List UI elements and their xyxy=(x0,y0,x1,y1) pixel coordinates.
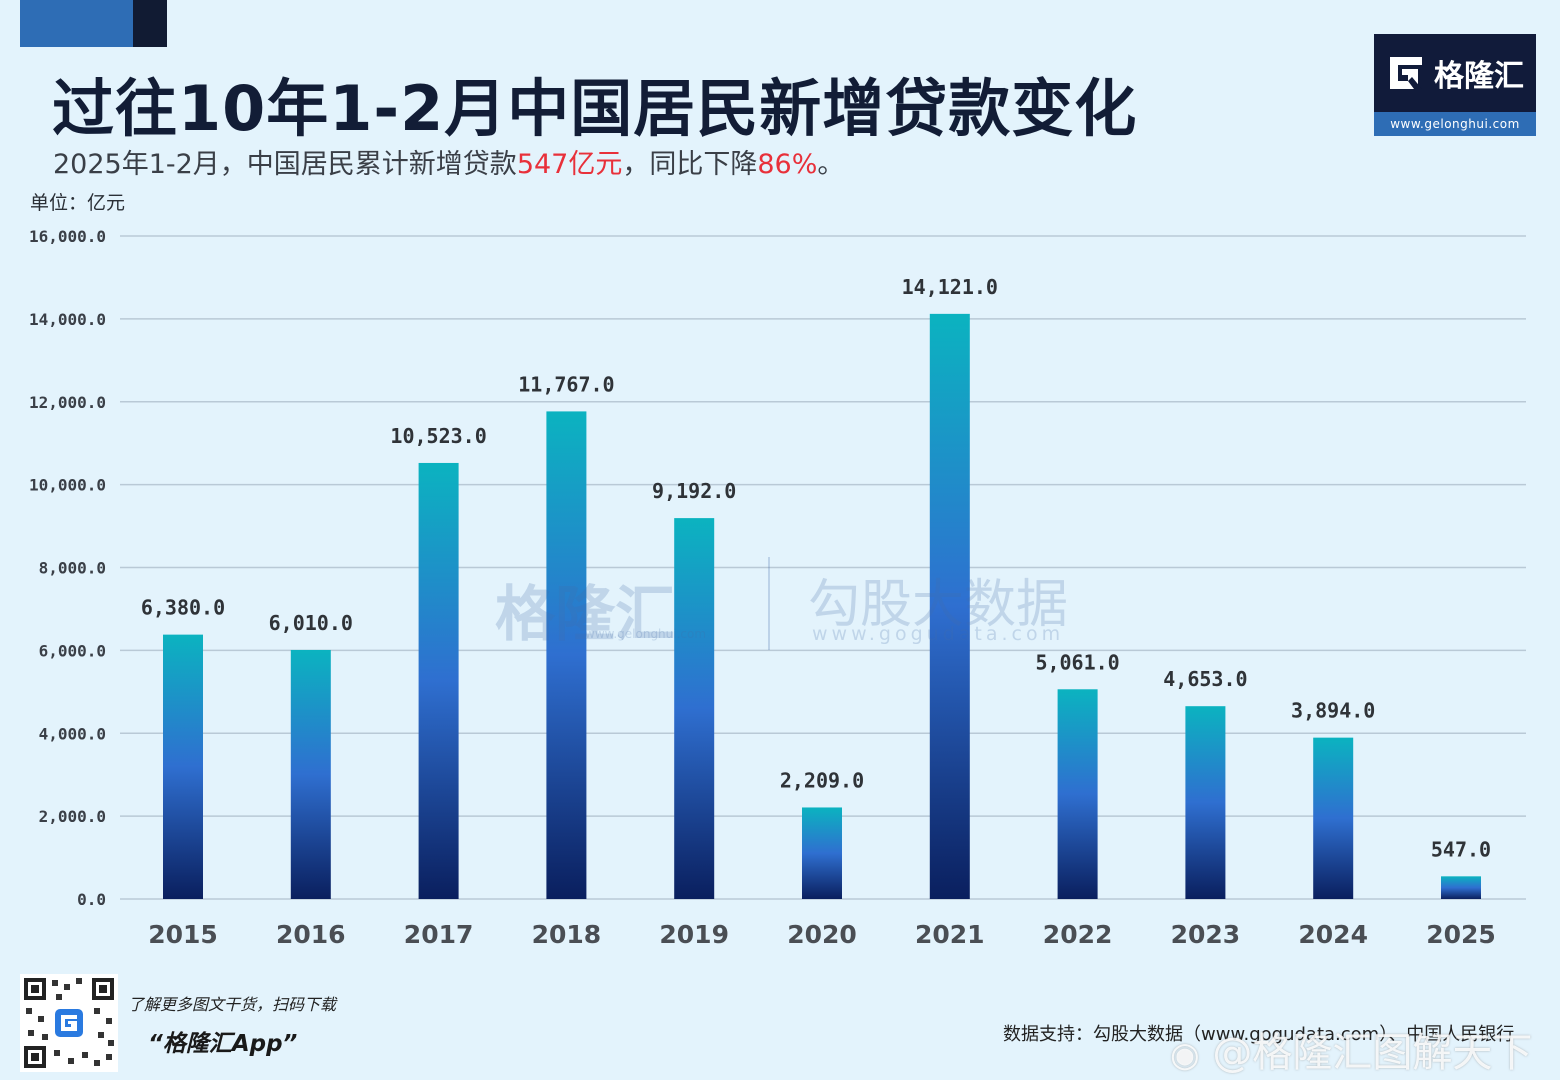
g-logo-icon xyxy=(1386,53,1426,93)
subtitle-highlight-percent: 86% xyxy=(757,149,818,180)
header-decor-blue xyxy=(20,0,133,47)
y-tick-label: 10,000.0 xyxy=(29,476,106,495)
x-tick-label: 2018 xyxy=(532,920,602,949)
y-tick-label: 0.0 xyxy=(77,890,106,909)
data-source: 数据支持：勾股大数据（www.gogudata.com）、中国人民银行 xyxy=(1003,1024,1515,1045)
x-tick-label: 2025 xyxy=(1426,920,1496,949)
y-tick-label: 14,000.0 xyxy=(29,310,106,329)
bar-2023 xyxy=(1185,706,1226,899)
footer-app-name: “格隆汇App” xyxy=(148,1031,298,1057)
y-tick-label: 8,000.0 xyxy=(39,559,106,578)
x-axis-ticks: 2015 2016 2017 2018 2019 2020 2021 2022 2023 2024… xyxy=(148,920,1496,949)
x-tick-label: 2021 xyxy=(915,920,985,949)
bar-2018 xyxy=(546,411,587,899)
grid-lines xyxy=(120,235,1526,900)
x-tick-label: 2024 xyxy=(1298,920,1368,949)
bars xyxy=(163,313,1481,899)
logo-top: 格隆汇 xyxy=(1374,34,1536,112)
data-label: 10,523.0 xyxy=(390,424,486,448)
watermark-brand1-url: www.gelonghui.com xyxy=(585,627,707,641)
data-labels: 6,380.0 6,010.0 10,523.0 11,767.0 9,192.0 2,2… xyxy=(141,275,1491,861)
footer-promo-text: 了解更多图文干货，扫码下载 xyxy=(128,995,337,1014)
data-label: 6,010.0 xyxy=(269,611,353,635)
bar-2016 xyxy=(290,649,331,899)
bar-2020 xyxy=(802,807,842,899)
subtitle-highlight-amount: 547亿元 xyxy=(516,149,623,180)
header-decor-dark xyxy=(133,0,167,47)
bar-2022 xyxy=(1057,689,1098,899)
bar-2019 xyxy=(674,518,715,899)
y-tick-label: 12,000.0 xyxy=(29,393,106,412)
x-tick-label: 2017 xyxy=(404,920,474,949)
logo-url: www.gelonghui.com xyxy=(1374,112,1536,136)
data-label: 4,653.0 xyxy=(1163,667,1247,691)
logo-name: 格隆汇 xyxy=(1434,59,1524,94)
data-label: 3,894.0 xyxy=(1291,699,1375,723)
data-label: 9,192.0 xyxy=(652,479,736,503)
brand-logo: 格隆汇 www.gelonghui.com xyxy=(1374,34,1536,136)
weibo-icon: ◉ xyxy=(1170,1035,1200,1075)
chart-subtitle: 2025年1-2月，中国居民累计新增贷款547亿元，同比下降86%。 xyxy=(53,142,844,181)
x-tick-label: 2023 xyxy=(1171,920,1241,949)
watermark-brand1: 格隆汇 xyxy=(495,580,675,650)
x-tick-label: 2020 xyxy=(787,920,857,949)
bar-2024 xyxy=(1313,737,1354,899)
subtitle-prefix: 2025年1-2月，中国居民累计新增贷款 xyxy=(53,149,517,180)
qr-code xyxy=(20,974,118,1072)
chart-title: 过往10年1-2月中国居民新增贷款变化 xyxy=(52,72,1138,145)
subtitle-mid: ，同比下降 xyxy=(622,149,758,180)
data-label: 11,767.0 xyxy=(518,372,614,396)
y-tick-label: 6,000.0 xyxy=(39,641,106,660)
unit-label: 单位：亿元 xyxy=(30,192,126,214)
watermark-gelonghui: 格隆汇 xyxy=(495,566,675,653)
subtitle-suffix: 。 xyxy=(817,149,845,180)
data-label: 5,061.0 xyxy=(1035,650,1119,674)
weibo-handle: @格隆汇图解天下 xyxy=(1212,1030,1533,1076)
x-tick-label: 2022 xyxy=(1043,920,1113,949)
y-tick-label: 4,000.0 xyxy=(39,724,106,743)
y-axis-ticks: 0.0 2,000.0 4,000.0 6,000.0 8,000.0 10,000.0 1… xyxy=(29,227,106,909)
data-label: 14,121.0 xyxy=(902,275,998,299)
watermark-brand2: 勾股大数据 xyxy=(808,575,1069,635)
bar-2017 xyxy=(418,462,459,899)
data-label: 2,209.0 xyxy=(780,768,864,792)
x-tick-label: 2019 xyxy=(659,920,729,949)
bar-2025 xyxy=(1441,876,1481,899)
data-label: 6,380.0 xyxy=(141,596,225,620)
bar-2021 xyxy=(929,313,970,899)
watermark-brand2-url: www.gogudata.com xyxy=(812,623,1065,645)
weibo-watermark: ◉ @格隆汇图解天下 xyxy=(1170,1020,1532,1078)
x-tick-label: 2015 xyxy=(148,920,218,949)
x-tick-label: 2016 xyxy=(276,920,346,949)
y-tick-label: 2,000.0 xyxy=(39,807,106,826)
data-label: 547.0 xyxy=(1431,837,1491,861)
y-tick-label: 16,000.0 xyxy=(29,227,106,246)
bar-2015 xyxy=(163,634,203,899)
